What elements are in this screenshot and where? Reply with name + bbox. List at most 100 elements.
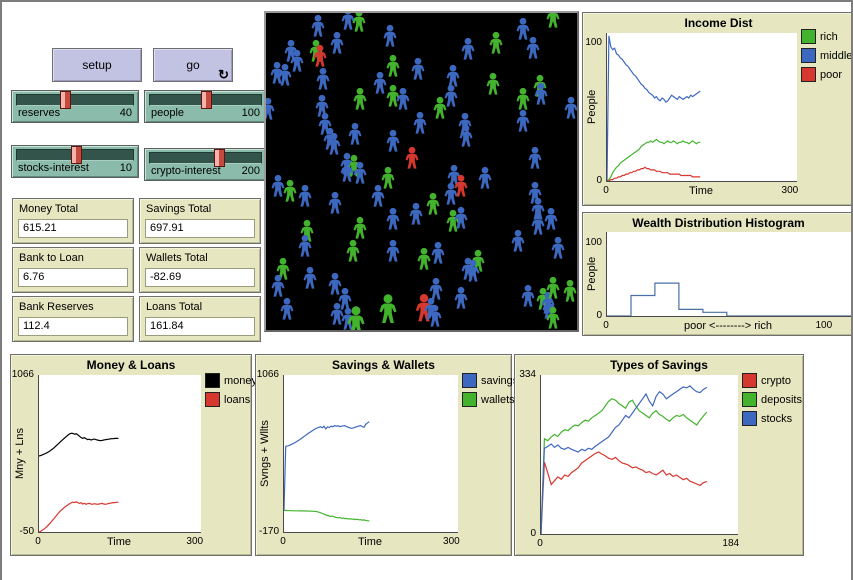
person-agent bbox=[383, 24, 397, 47]
monitor-value: 6.76 bbox=[18, 268, 128, 287]
slider-handle[interactable] bbox=[60, 91, 71, 109]
person-agent bbox=[511, 229, 525, 252]
legend-swatch bbox=[205, 392, 220, 407]
person-agent bbox=[461, 37, 475, 60]
people-slider[interactable]: people 100 bbox=[144, 90, 267, 123]
person-agent bbox=[341, 13, 355, 30]
person-agent bbox=[546, 306, 560, 329]
person-agent bbox=[417, 247, 431, 270]
monitor-bank-reserves: Bank Reserves 112.4 bbox=[12, 296, 134, 342]
slider-label: people bbox=[151, 107, 185, 119]
series-line-rich bbox=[607, 138, 701, 181]
person-agent bbox=[353, 161, 367, 184]
legend-swatch bbox=[462, 392, 477, 407]
slider-track[interactable] bbox=[149, 91, 262, 109]
person-agent bbox=[454, 174, 468, 197]
crypto-interest-slider[interactable]: crypto-interest 200 bbox=[144, 148, 267, 181]
y-tick-label: 334 bbox=[519, 369, 536, 380]
person-agent bbox=[446, 64, 460, 87]
person-agent bbox=[563, 279, 577, 302]
y-tick-label: 0 bbox=[596, 310, 602, 321]
plot-area bbox=[38, 375, 201, 533]
reserves-slider[interactable]: reserves 40 bbox=[11, 90, 139, 123]
plot-area bbox=[283, 375, 458, 533]
slider-track[interactable] bbox=[16, 91, 134, 109]
person-agent bbox=[373, 71, 387, 94]
plot-wealth-histogram: Wealth Distribution Histogram People 100… bbox=[582, 212, 851, 336]
monitor-money-total: Money Total 615.21 bbox=[12, 198, 134, 244]
monitor-label: Savings Total bbox=[146, 203, 212, 215]
y-axis-label: Svngs + Wllts bbox=[259, 420, 271, 487]
legend-label: middle bbox=[820, 49, 853, 62]
person-agent bbox=[478, 166, 492, 189]
slider-track[interactable] bbox=[149, 149, 262, 167]
plot-money-loans: Money & Loans Mny + Lns money loans 1066 -… bbox=[10, 354, 257, 556]
series-line-savings bbox=[284, 421, 370, 511]
y-tick-label: 100 bbox=[585, 236, 602, 248]
x-tick-label: 0 bbox=[603, 320, 609, 331]
forever-icon: ↻ bbox=[218, 67, 229, 82]
setup-button[interactable]: setup bbox=[52, 48, 142, 82]
person-agent bbox=[431, 241, 445, 264]
person-agent bbox=[303, 266, 317, 289]
slider-handle[interactable] bbox=[201, 91, 212, 109]
person-agent bbox=[489, 31, 503, 54]
person-agent bbox=[347, 306, 365, 330]
chart-canvas bbox=[607, 35, 701, 181]
person-agent bbox=[353, 87, 367, 110]
person-agent bbox=[466, 259, 480, 282]
legend-label: money bbox=[224, 374, 258, 387]
stocks-interest-slider[interactable]: stocks-interest 10 bbox=[11, 145, 139, 178]
chart-canvas bbox=[541, 385, 708, 534]
person-agent bbox=[409, 202, 423, 225]
person-agent bbox=[381, 166, 395, 189]
agents-canvas bbox=[266, 13, 577, 330]
monitor-savings-total: Savings Total 697.91 bbox=[139, 198, 261, 244]
person-agent bbox=[444, 182, 458, 205]
slider-handle[interactable] bbox=[214, 149, 225, 167]
legend-item: middle bbox=[801, 48, 853, 63]
person-agent bbox=[546, 13, 560, 28]
monitor-label: Loans Total bbox=[146, 301, 203, 313]
plot-legend: rich middle poor bbox=[801, 29, 853, 82]
plot-title: Income Dist bbox=[684, 16, 753, 30]
person-agent bbox=[551, 236, 565, 259]
person-agent bbox=[298, 234, 312, 257]
slider-track[interactable] bbox=[16, 146, 134, 164]
chart-canvas bbox=[607, 282, 851, 316]
person-agent bbox=[278, 63, 292, 86]
person-agent bbox=[446, 209, 460, 232]
go-button-label: go bbox=[186, 58, 200, 72]
person-agent bbox=[459, 124, 473, 147]
person-agent bbox=[283, 179, 297, 202]
go-button[interactable]: go ↻ bbox=[153, 48, 233, 82]
y-tick-label: 0 bbox=[596, 175, 602, 186]
series-line-stocks bbox=[541, 385, 708, 534]
legend-swatch bbox=[742, 411, 757, 426]
legend-label: wallets bbox=[481, 393, 515, 406]
y-tick-label: -170 bbox=[258, 526, 279, 537]
plot-area bbox=[540, 375, 738, 535]
legend-item: money bbox=[205, 373, 257, 388]
slider-handle[interactable] bbox=[71, 146, 82, 164]
person-agent bbox=[444, 84, 458, 107]
person-agent bbox=[311, 14, 325, 37]
legend-swatch bbox=[801, 48, 816, 63]
person-agent bbox=[353, 216, 367, 239]
person-agent bbox=[290, 49, 304, 72]
plot-income-dist: Income Dist People rich middle poor 100 0 0 3… bbox=[582, 12, 853, 206]
person-agent bbox=[544, 207, 558, 230]
legend-item: poor bbox=[801, 67, 851, 82]
person-agent bbox=[516, 109, 530, 132]
legend-item: wallets bbox=[462, 392, 518, 407]
legend-item: stocks bbox=[742, 411, 802, 426]
person-agent bbox=[280, 297, 294, 320]
monitor-value: 615.21 bbox=[18, 219, 128, 238]
person-agent bbox=[352, 13, 366, 32]
series-line-wallets bbox=[284, 509, 370, 522]
slider-value: 200 bbox=[241, 165, 260, 177]
series-line-middle bbox=[607, 35, 701, 181]
legend-label: crypto bbox=[761, 374, 791, 387]
person-agent bbox=[330, 31, 344, 54]
